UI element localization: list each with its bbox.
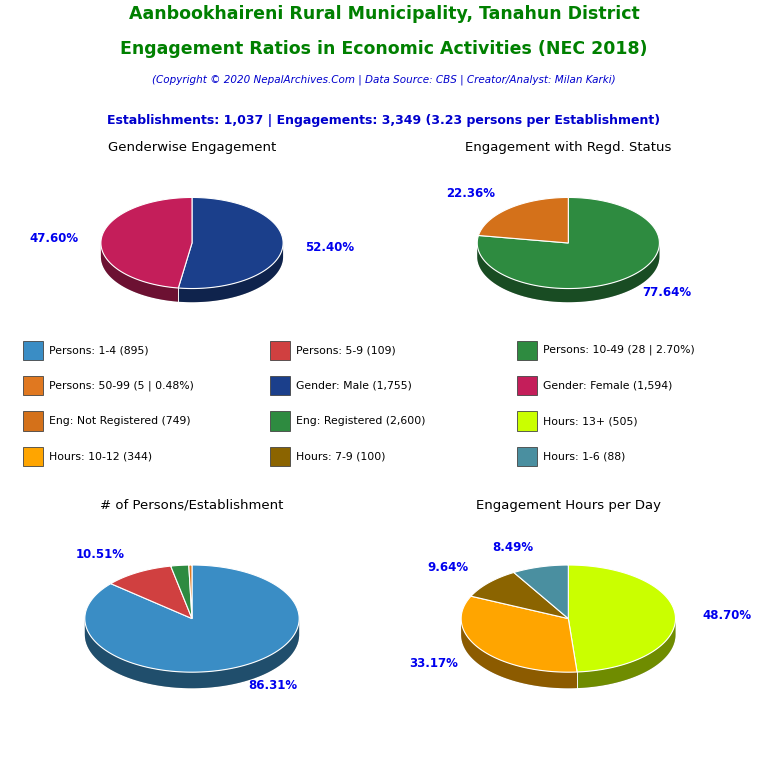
FancyBboxPatch shape	[270, 447, 290, 466]
Polygon shape	[84, 618, 300, 688]
Text: Engagement with Regd. Status: Engagement with Regd. Status	[465, 141, 671, 154]
Text: Hours: 1-6 (88): Hours: 1-6 (88)	[543, 452, 626, 462]
Text: Persons: 5-9 (109): Persons: 5-9 (109)	[296, 345, 396, 356]
Polygon shape	[477, 243, 660, 302]
Text: Persons: 1-4 (895): Persons: 1-4 (895)	[49, 345, 149, 356]
FancyBboxPatch shape	[517, 447, 538, 466]
Polygon shape	[461, 596, 577, 672]
Text: Aanbookhaireni Rural Municipality, Tanahun District: Aanbookhaireni Rural Municipality, Tanah…	[128, 5, 640, 23]
Polygon shape	[101, 197, 192, 288]
Polygon shape	[84, 565, 300, 672]
Polygon shape	[101, 243, 283, 302]
Text: (Copyright © 2020 NepalArchives.Com | Data Source: CBS | Creator/Analyst: Milan : (Copyright © 2020 NepalArchives.Com | Da…	[152, 75, 616, 85]
Text: Gender: Male (1,755): Gender: Male (1,755)	[296, 381, 412, 391]
Text: 10.51%: 10.51%	[75, 548, 124, 561]
FancyBboxPatch shape	[270, 412, 290, 431]
Text: Hours: 13+ (505): Hours: 13+ (505)	[543, 416, 638, 426]
Text: 9.64%: 9.64%	[428, 561, 469, 574]
FancyBboxPatch shape	[517, 412, 538, 431]
Text: Engagement Hours per Day: Engagement Hours per Day	[476, 498, 660, 511]
Polygon shape	[477, 243, 660, 302]
Text: Hours: 10-12 (344): Hours: 10-12 (344)	[49, 452, 152, 462]
Text: Hours: 7-9 (100): Hours: 7-9 (100)	[296, 452, 386, 462]
Text: Genderwise Engagement: Genderwise Engagement	[108, 141, 276, 154]
Text: 48.70%: 48.70%	[702, 609, 751, 622]
Polygon shape	[170, 565, 192, 618]
FancyBboxPatch shape	[270, 376, 290, 396]
Polygon shape	[178, 197, 283, 289]
Polygon shape	[568, 565, 676, 672]
Text: Engagement Ratios in Economic Activities (NEC 2018): Engagement Ratios in Economic Activities…	[121, 40, 647, 58]
Text: # of Persons/Establishment: # of Persons/Establishment	[101, 498, 283, 511]
FancyBboxPatch shape	[23, 447, 43, 466]
Polygon shape	[101, 243, 178, 302]
Text: Persons: 10-49 (28 | 2.70%): Persons: 10-49 (28 | 2.70%)	[543, 345, 695, 356]
Text: 77.64%: 77.64%	[642, 286, 691, 300]
Text: 22.36%: 22.36%	[445, 187, 495, 200]
Polygon shape	[178, 244, 283, 302]
FancyBboxPatch shape	[23, 376, 43, 396]
Text: Persons: 50-99 (5 | 0.48%): Persons: 50-99 (5 | 0.48%)	[49, 380, 194, 391]
FancyBboxPatch shape	[270, 340, 290, 360]
Text: 47.60%: 47.60%	[29, 232, 78, 245]
Polygon shape	[478, 197, 568, 243]
Text: Establishments: 1,037 | Engagements: 3,349 (3.23 persons per Establishment): Establishments: 1,037 | Engagements: 3,3…	[108, 114, 660, 127]
Polygon shape	[514, 565, 568, 618]
Polygon shape	[461, 618, 676, 688]
Text: Eng: Registered (2,600): Eng: Registered (2,600)	[296, 416, 425, 426]
Polygon shape	[477, 197, 660, 289]
FancyBboxPatch shape	[517, 376, 538, 396]
Polygon shape	[84, 619, 300, 688]
FancyBboxPatch shape	[23, 412, 43, 431]
FancyBboxPatch shape	[23, 340, 43, 360]
Text: Eng: Not Registered (749): Eng: Not Registered (749)	[49, 416, 191, 426]
Polygon shape	[577, 619, 676, 688]
Polygon shape	[111, 566, 192, 618]
Text: 86.31%: 86.31%	[248, 680, 297, 693]
Text: Gender: Female (1,594): Gender: Female (1,594)	[543, 381, 673, 391]
Text: 33.17%: 33.17%	[409, 657, 458, 670]
Text: 52.40%: 52.40%	[306, 241, 355, 253]
Polygon shape	[189, 565, 192, 618]
Text: 8.49%: 8.49%	[492, 541, 533, 554]
FancyBboxPatch shape	[517, 340, 538, 360]
Polygon shape	[471, 572, 568, 618]
Polygon shape	[461, 619, 577, 688]
